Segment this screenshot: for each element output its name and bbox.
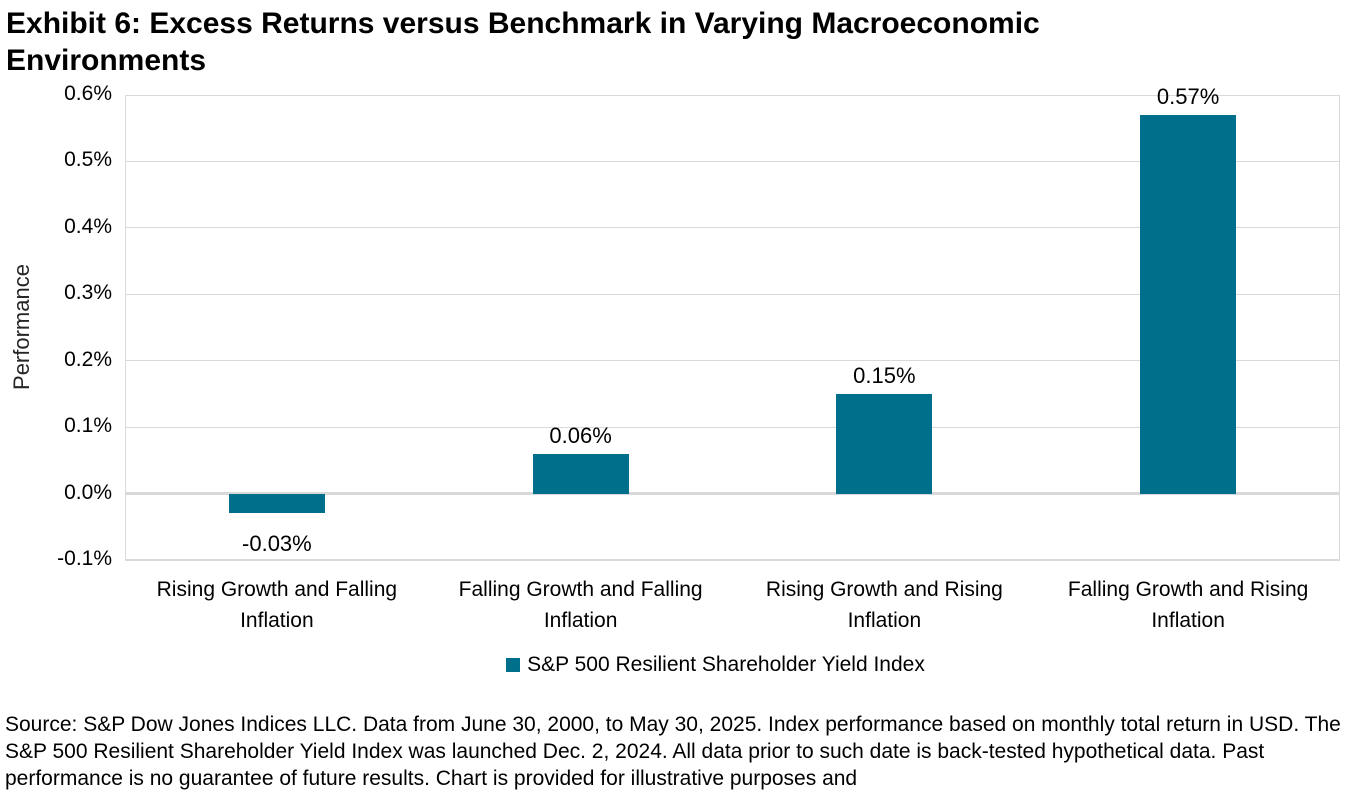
page-title-line-2: Environments (6, 44, 207, 77)
gridline (125, 360, 1340, 362)
gridline (125, 94, 1340, 96)
y-tick-label: 0.4% (64, 214, 112, 238)
gridline (125, 160, 1340, 162)
x-category-label: Rising Growth and Rising Inflation (765, 578, 1003, 632)
y-tick-label: -0.1% (57, 547, 112, 570)
bar-value-label: 0.15% (853, 362, 916, 388)
y-tick-label: 0.6% (64, 82, 112, 105)
legend-label: S&P 500 Resilient Shareholder Yield Inde… (527, 653, 925, 676)
y-tick-label: 0.2% (64, 347, 112, 371)
zero-axis-line (125, 492, 1340, 496)
x-category-label: Rising Growth and Falling Inflation (156, 578, 398, 632)
y-tick-label: 0.3% (64, 281, 112, 305)
y-tick-label: 0.0% (64, 480, 112, 504)
source-note: Source: S&P Dow Jones Indices LLC. Data … (5, 713, 1341, 790)
bar (1140, 114, 1237, 494)
gridline (125, 559, 1340, 561)
x-category-label: Falling Growth and Falling Inflation (458, 578, 703, 632)
bar (228, 493, 325, 514)
page-title: Exhibit 6: Excess Returns versus Benchma… (6, 5, 1040, 79)
y-tick-label: 0.1% (64, 414, 112, 438)
legend: S&P 500 Resilient Shareholder Yield Inde… (0, 653, 1346, 677)
legend-swatch-icon (506, 658, 521, 672)
page-title-line-1: Exhibit 6: Excess Returns versus Benchma… (6, 7, 1040, 40)
bar-value-label: -0.03% (242, 530, 312, 556)
bar (532, 453, 629, 494)
bar-value-label: 0.06% (549, 422, 612, 448)
gridline (125, 426, 1340, 428)
gridline (125, 227, 1340, 229)
y-tick-label: 0.5% (64, 148, 112, 172)
x-category-label: Falling Growth and Rising Inflation (1067, 578, 1309, 632)
bar (836, 393, 933, 494)
gridline (125, 293, 1340, 295)
bar-value-label: 0.57% (1156, 83, 1220, 109)
